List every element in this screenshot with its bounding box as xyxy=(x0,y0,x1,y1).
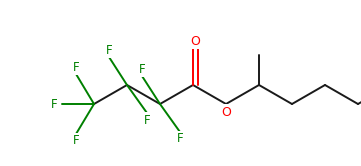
Text: F: F xyxy=(73,60,79,74)
Text: F: F xyxy=(177,132,183,146)
Text: O: O xyxy=(190,35,200,47)
Text: F: F xyxy=(51,97,57,111)
Text: O: O xyxy=(221,106,231,119)
Text: F: F xyxy=(144,114,150,126)
Text: F: F xyxy=(106,43,112,56)
Text: F: F xyxy=(139,63,145,76)
Text: F: F xyxy=(73,134,79,148)
